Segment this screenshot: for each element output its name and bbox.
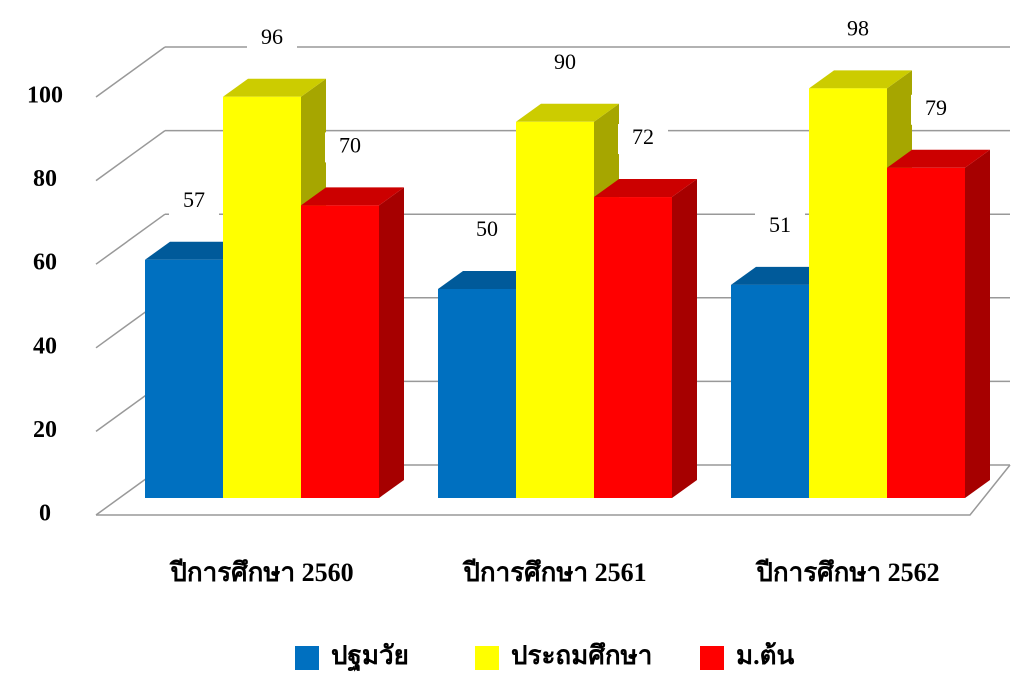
y-tick-label: 100: [27, 83, 63, 109]
legend-swatch: [475, 646, 499, 670]
x-tick-label: ปีการศึกษา 2562: [755, 558, 939, 587]
value-label-bg: [169, 186, 219, 217]
y-tick-label: 20: [33, 417, 57, 443]
value-label-bg: [911, 94, 961, 125]
bar-top: [145, 241, 248, 260]
value-label: 98: [847, 15, 869, 40]
bar: [223, 96, 301, 498]
value-label: 70: [339, 132, 361, 157]
floor: [96, 464, 1011, 516]
value-label: 57: [183, 187, 205, 212]
value-label-bg: [325, 132, 375, 163]
value-label: 51: [769, 212, 791, 237]
bar: [887, 167, 965, 498]
bar-side: [965, 149, 990, 498]
y-tick-label: 80: [33, 166, 57, 192]
value-label: 79: [925, 95, 947, 120]
bar-top: [809, 70, 912, 89]
bar-top: [438, 271, 541, 289]
bar: [731, 284, 809, 498]
bar: [516, 121, 594, 499]
x-tick-label: ปีการศึกษา 2561: [462, 558, 646, 587]
legend-label: ปฐมวัย: [331, 641, 409, 673]
bar: [594, 197, 672, 499]
grid-line: [95, 213, 166, 265]
value-label-bg: [540, 48, 590, 79]
bar-top: [516, 103, 619, 122]
bar-side: [672, 179, 697, 499]
legend-label: ม.ต้น: [736, 641, 795, 670]
value-label: 90: [554, 49, 576, 74]
bar-top: [594, 179, 697, 198]
legend-swatch: [700, 646, 724, 670]
y-tick-label: 0: [39, 501, 51, 527]
bar-top: [887, 149, 990, 168]
bar-top: [223, 78, 326, 97]
value-label-bg: [755, 211, 805, 242]
bar: [145, 259, 223, 498]
legend-swatch: [295, 646, 319, 670]
grid-line: [95, 129, 166, 182]
value-label: 96: [261, 24, 283, 49]
value-label-bg: [833, 15, 883, 46]
bar-side: [379, 187, 404, 498]
x-tick-label: ปีการศึกษา 2560: [169, 558, 353, 587]
bar: [301, 205, 379, 498]
bar-top: [731, 266, 834, 285]
bar: [809, 88, 887, 499]
y-tick-label: 40: [33, 333, 57, 359]
value-label-bg: [618, 124, 668, 155]
value-label: 50: [476, 216, 498, 241]
bar: [438, 289, 516, 498]
legend-label: ประถมศึกษา: [511, 641, 652, 670]
value-label-bg: [247, 23, 297, 54]
grid-line: [95, 46, 166, 98]
value-label: 72: [632, 124, 654, 149]
bar-top: [301, 187, 404, 206]
y-tick-label: 60: [33, 250, 57, 276]
value-label-bg: [462, 216, 512, 246]
